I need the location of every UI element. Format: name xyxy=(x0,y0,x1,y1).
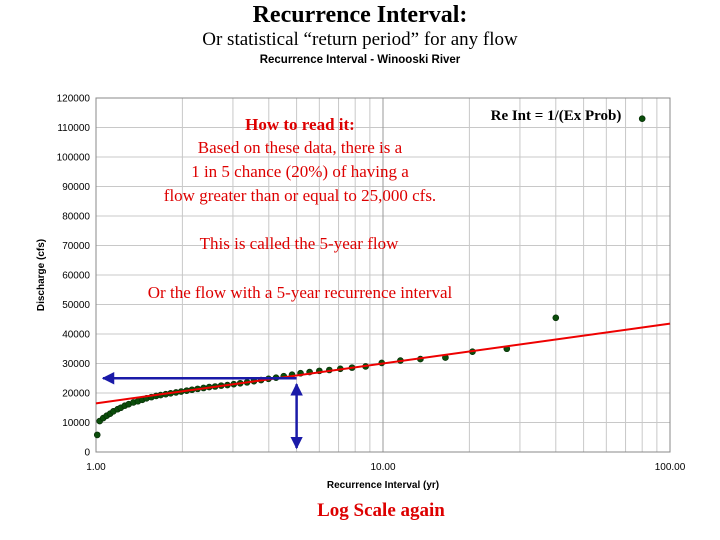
footer-text: Log Scale again xyxy=(317,500,445,521)
y-tick-label: 80000 xyxy=(62,212,90,223)
y-tick-label: 60000 xyxy=(62,271,90,282)
how-to-line-2: 1 in 5 chance (20%) of having a xyxy=(191,162,409,181)
y-tick-label: 40000 xyxy=(62,330,90,341)
how-to-line-1: Based on these data, there is a xyxy=(198,138,403,157)
five-year-note: This is called the 5-year flow xyxy=(200,234,399,253)
y-tick-label: 110000 xyxy=(57,123,90,134)
y-tick-label: 20000 xyxy=(62,389,90,400)
data-point xyxy=(552,314,560,322)
y-tick-label: 0 xyxy=(84,448,90,459)
x-axis-label: Recurrence Interval (yr) xyxy=(327,480,439,491)
y-tick-label: 120000 xyxy=(57,94,91,105)
slide-title: Recurrence Interval: xyxy=(252,2,468,28)
y-tick-label: 100000 xyxy=(57,153,91,164)
y-tick-label: 50000 xyxy=(62,300,90,311)
y-tick-labels: 0 10000 20000 30000 40000 50000 60000 70000 8000… xyxy=(57,94,91,459)
x-tick-label: 10.00 xyxy=(370,462,395,473)
y-tick-label: 10000 xyxy=(62,418,90,429)
x-tick-labels: 1.00 10.00 100.00 xyxy=(86,462,685,473)
plot-frame xyxy=(95,97,671,453)
how-to-heading: How to read it: xyxy=(245,115,355,134)
x-tick-label: 1.00 xyxy=(86,462,106,473)
y-tick-label: 70000 xyxy=(62,241,90,252)
how-to-line-3: flow greater than or equal to 25,000 cfs… xyxy=(164,186,436,205)
data-point xyxy=(638,115,646,122)
fit-line xyxy=(95,322,671,405)
y-tick-label: 90000 xyxy=(62,182,90,193)
formula-label: Re Int = 1/(Ex Prob) xyxy=(491,108,622,124)
data-point xyxy=(93,431,101,439)
x-tick-label: 100.00 xyxy=(655,462,686,473)
recurrence-note: Or the flow with a 5-year recurrence int… xyxy=(148,283,453,302)
y-tick-label: 30000 xyxy=(62,359,90,370)
y-axis-label: Discharge (cfs) xyxy=(36,239,47,311)
annotation-text: How to read it: Based on these data, the… xyxy=(148,115,453,302)
chart-title: Recurrence Interval - Winooski River xyxy=(259,54,461,66)
slide-subtitle: Or statistical “return period” for any f… xyxy=(202,29,518,50)
